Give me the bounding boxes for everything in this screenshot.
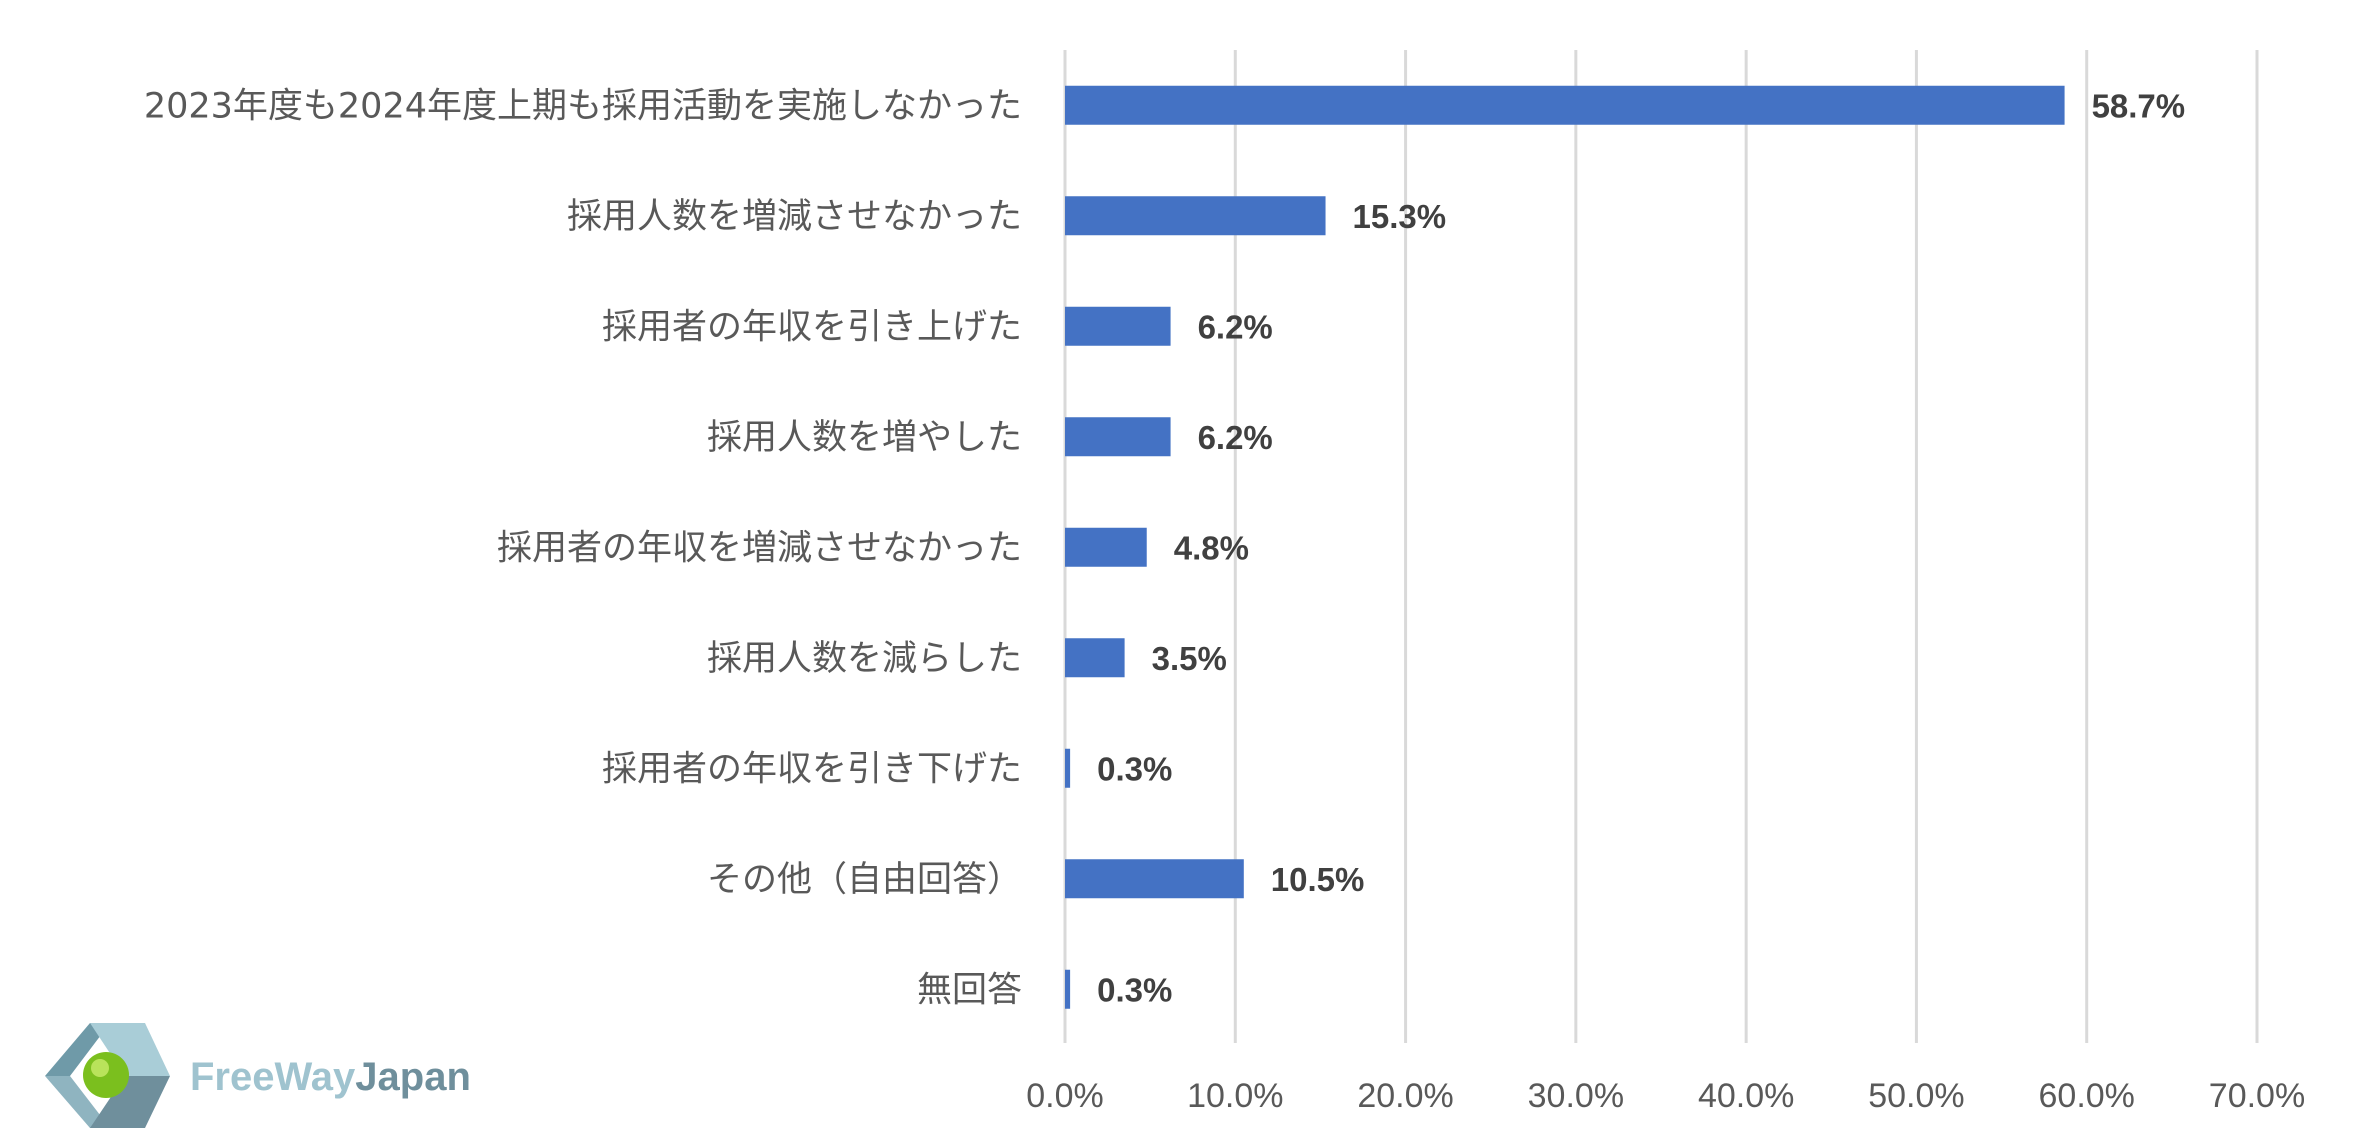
x-tick-label: 40.0%	[1698, 1077, 1794, 1115]
data-label: 6.2%	[1198, 419, 1273, 456]
category-label: 採用者の年収を増減させなかった	[497, 528, 1022, 568]
bar	[1065, 969, 1071, 1009]
category-label: 採用人数を減らした	[707, 639, 1022, 679]
x-tick-label: 0.0%	[1026, 1077, 1104, 1115]
x-axis-tick-labels: 0.0% 10.0% 20.0% 30.0% 40.0% 50.0% 60.0% 70.0%	[1026, 1077, 2305, 1115]
logo-text: FreeWayJapan	[190, 1055, 471, 1099]
data-label: 10.5%	[1271, 861, 1365, 898]
freeway-japan-logo: FreeWayJapan	[45, 1023, 471, 1128]
bar	[1065, 306, 1171, 346]
data-label: 0.3%	[1097, 750, 1172, 787]
bar	[1065, 859, 1244, 899]
data-label: 0.3%	[1097, 971, 1172, 1008]
x-tick-label: 50.0%	[1868, 1077, 1964, 1115]
logo-mark-icon	[45, 1023, 170, 1128]
category-label: 無回答	[917, 970, 1022, 1010]
bar	[1065, 748, 1071, 788]
data-label: 3.5%	[1152, 640, 1227, 677]
category-label: その他（自由回答）	[707, 860, 1022, 900]
category-label: 採用者の年収を引き下げた	[602, 749, 1022, 789]
category-labels: 2023年度も2024年度上期も採用活動を実施しなかった採用人数を増減させなかっ…	[144, 86, 1022, 1010]
bar	[1065, 638, 1125, 678]
data-label: 58.7%	[2092, 87, 2186, 124]
value-labels: 58.7% 15.3% 6.2% 6.2% 4.8% 3.5% 0.3% 10.5% 0.3%	[1097, 87, 2185, 1008]
category-label: 採用者の年収を引き上げた	[602, 307, 1022, 347]
data-label: 4.8%	[1174, 529, 1249, 566]
logo-word-japan: Japan	[355, 1055, 471, 1099]
category-label: 2023年度も2024年度上期も採用活動を実施しなかった	[144, 86, 1022, 126]
x-tick-label: 70.0%	[2209, 1077, 2305, 1115]
bar	[1065, 196, 1326, 236]
x-tick-label: 60.0%	[2039, 1077, 2135, 1115]
x-tick-label: 20.0%	[1357, 1077, 1453, 1115]
x-tick-label: 10.0%	[1187, 1077, 1283, 1115]
bar	[1065, 85, 2065, 125]
category-label: 採用人数を増減させなかった	[567, 197, 1022, 237]
x-tick-label: 30.0%	[1528, 1077, 1624, 1115]
data-label: 6.2%	[1198, 308, 1273, 345]
category-label: 採用人数を増やした	[707, 418, 1022, 458]
bar	[1065, 527, 1147, 567]
data-label: 15.3%	[1353, 198, 1447, 235]
bars	[1065, 85, 2065, 1009]
logo-word-freeway: FreeWay	[190, 1055, 356, 1099]
bar	[1065, 417, 1171, 457]
